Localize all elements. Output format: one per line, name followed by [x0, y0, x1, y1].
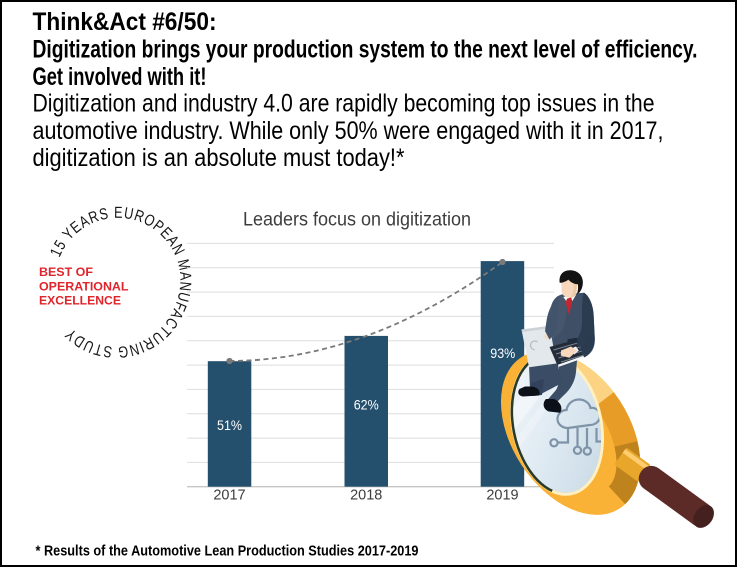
svg-text:EXCELLENCE: EXCELLENCE — [39, 294, 121, 308]
svg-text:automotive industry. While onl: automotive industry. While only 50% were… — [33, 117, 664, 145]
svg-text:2019: 2019 — [486, 488, 518, 504]
svg-text:OPERATIONAL: OPERATIONAL — [39, 279, 129, 293]
svg-text:93%: 93% — [490, 346, 515, 361]
svg-text:BEST OF: BEST OF — [39, 265, 93, 279]
svg-text:2018: 2018 — [350, 488, 382, 504]
svg-text:2017: 2017 — [213, 488, 245, 504]
svg-text:Digitization and industry 4.0: Digitization and industry 4.0 are rapidl… — [33, 90, 655, 118]
svg-text:Digitization brings your produ: Digitization brings your production syst… — [33, 36, 698, 64]
svg-text:digitization is an absolute mu: digitization is an absolute must today!* — [33, 144, 405, 172]
svg-text:Think&Act #6/50:: Think&Act #6/50: — [33, 8, 217, 36]
svg-text:62%: 62% — [354, 398, 379, 413]
svg-text:* Results of the Automotive Le: * Results of the Automotive Lean Product… — [36, 543, 419, 560]
svg-text:51%: 51% — [217, 418, 242, 433]
svg-text:Leaders focus on digitization: Leaders focus on digitization — [243, 209, 471, 231]
svg-text:Get involved with it!: Get involved with it! — [33, 63, 207, 91]
